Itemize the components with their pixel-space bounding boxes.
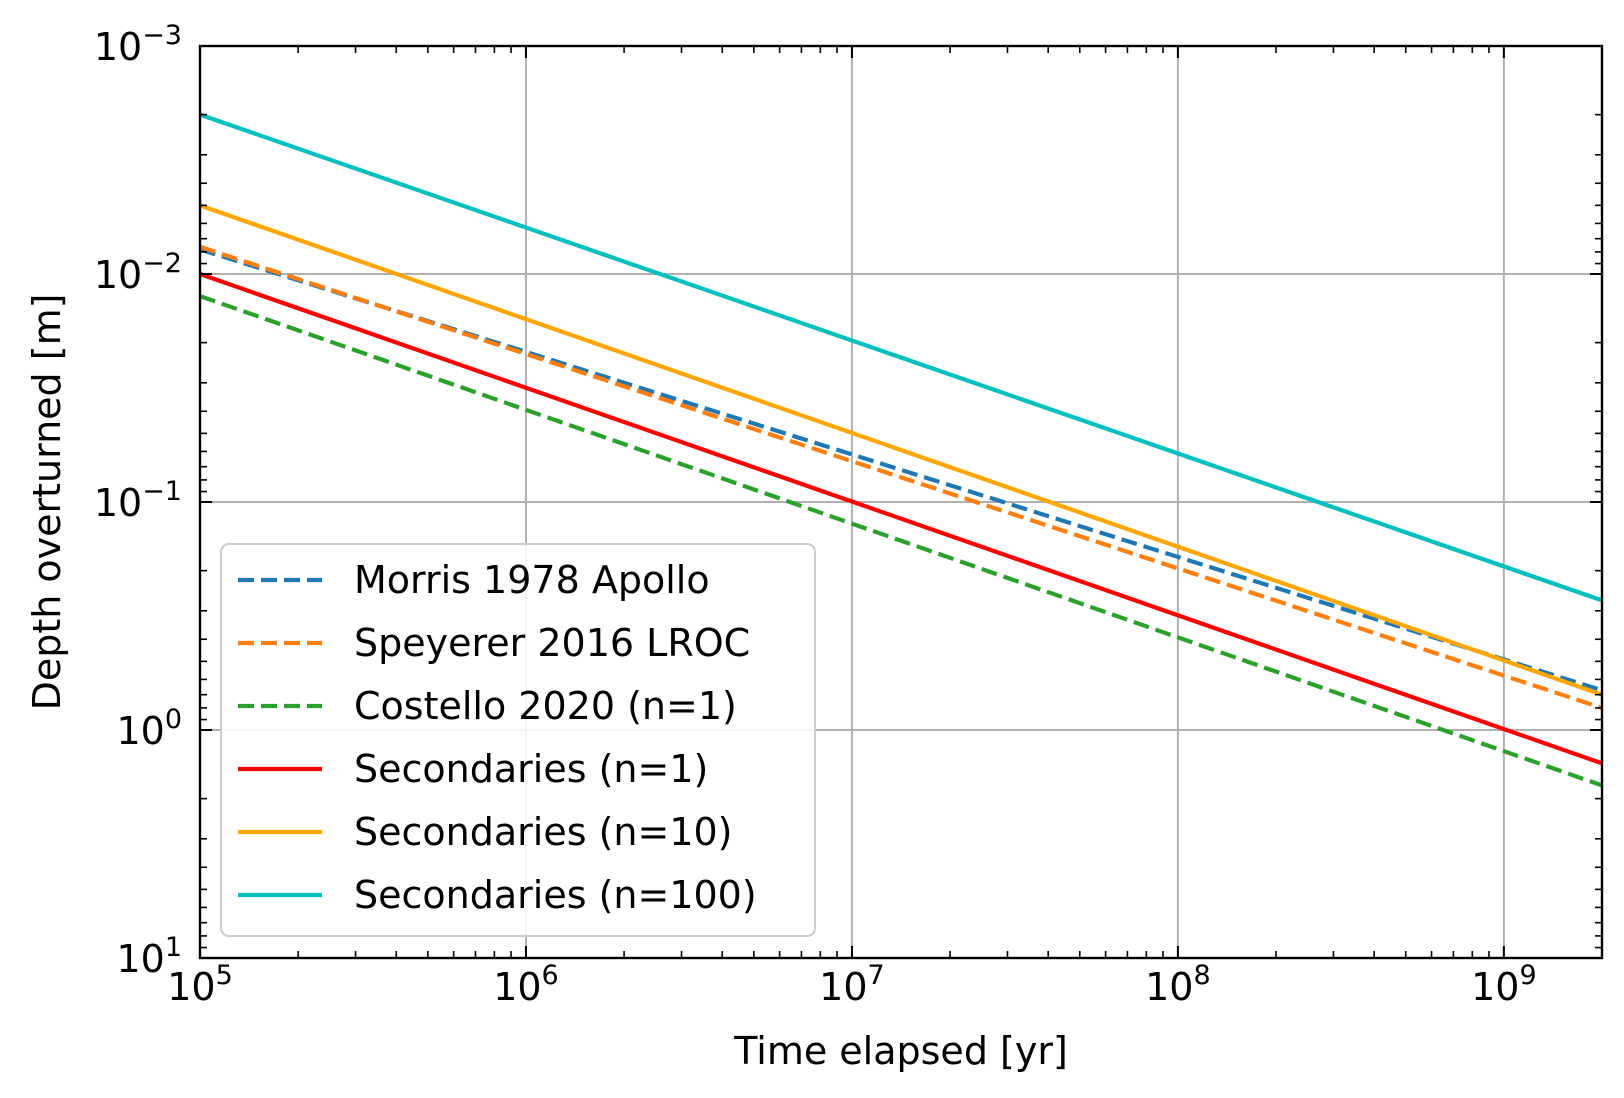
tick-labels: 105 106 107 108 109 10−3 10−2 10−1 100 101 bbox=[94, 20, 1537, 1009]
y-tick-label: 100 bbox=[116, 704, 182, 753]
x-tick-label: 107 bbox=[819, 960, 885, 1009]
legend-label-3: Costello 2020 (n=1) bbox=[354, 684, 737, 728]
legend-label-4: Secondaries (n=1) bbox=[354, 747, 708, 791]
x-tick-label: 106 bbox=[493, 960, 559, 1009]
legend-label-6: Secondaries (n=100) bbox=[354, 873, 757, 917]
series-layer bbox=[200, 112, 1602, 788]
legend-box bbox=[220, 543, 816, 937]
series-line-2 bbox=[200, 244, 1602, 710]
y-axis-label: Depth overturned [m] bbox=[25, 294, 69, 711]
y-tick-label: 10−3 bbox=[94, 20, 182, 69]
y-tick-label: 10−2 bbox=[94, 248, 182, 297]
series-line-6 bbox=[200, 112, 1602, 603]
legend-label-5: Secondaries (n=10) bbox=[354, 810, 733, 854]
plot-area bbox=[200, 112, 1602, 788]
x-axis-label: Time elapsed [yr] bbox=[733, 1029, 1068, 1073]
y-tick-label: 10−1 bbox=[94, 476, 182, 525]
series-line-5 bbox=[200, 203, 1602, 697]
tick-marks bbox=[199, 45, 1602, 959]
x-tick-label: 108 bbox=[1145, 960, 1211, 1009]
x-tick-label: 109 bbox=[1471, 960, 1537, 1009]
legend: Morris 1978 Apollo Speyerer 2016 LROC Cost… bbox=[220, 543, 816, 937]
x-tick-label: 105 bbox=[167, 960, 233, 1009]
series-line-4 bbox=[200, 272, 1602, 766]
legend-label-1: Morris 1978 Apollo bbox=[354, 558, 710, 602]
legend-items: Morris 1978 Apollo Speyerer 2016 LROC Cost… bbox=[238, 558, 757, 917]
legend-label-2: Speyerer 2016 LROC bbox=[354, 621, 750, 665]
y-tick-label: 101 bbox=[116, 932, 182, 981]
series-line-3 bbox=[200, 294, 1602, 788]
